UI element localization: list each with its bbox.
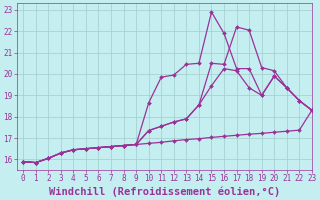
X-axis label: Windchill (Refroidissement éolien,°C): Windchill (Refroidissement éolien,°C) — [49, 186, 280, 197]
